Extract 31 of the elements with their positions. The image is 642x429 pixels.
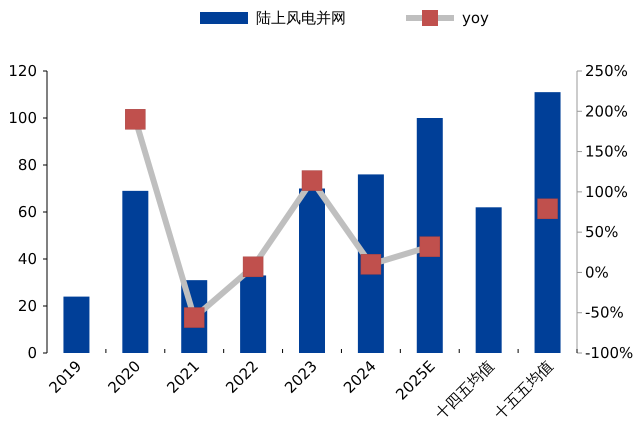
bar [63,296,90,353]
legend-label: yoy [462,9,490,27]
y2-tick-label: 100% [585,182,628,201]
point [420,236,440,257]
y-tick-label: 0 [27,344,37,362]
bar [358,174,384,353]
y-tick-label: 80 [18,156,37,174]
bar [534,92,561,353]
point [360,254,382,275]
legend-label: 陆上风电并网 [256,9,346,27]
y2-tick-label: -100% [585,344,634,362]
y2-tick-label: 50% [585,223,618,242]
point [242,256,264,278]
y-tick-label: 100 [8,109,37,127]
bar [122,190,148,353]
bar [299,188,325,353]
y2-tick-label: 0% [585,263,609,282]
y2-tick-label: 250% [585,62,628,80]
point [302,170,322,191]
y2-tick-label: 150% [585,142,628,161]
y-tick-label: 120 [8,62,37,80]
y2-tick-label: 200% [585,102,628,120]
bar [416,118,443,353]
bar [240,275,266,353]
bar [476,207,502,353]
y2-tick-label: -50% [585,304,624,322]
y-tick-label: 20 [18,297,37,315]
y-tick-label: 60 [18,203,37,221]
point [125,109,146,130]
point [537,198,558,220]
y-tick-label: 40 [18,250,37,268]
